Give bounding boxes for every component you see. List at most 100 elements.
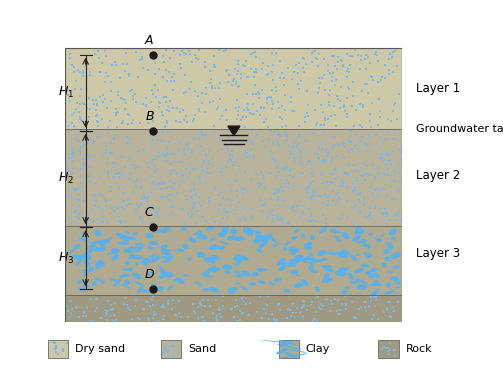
Point [275, 194, 283, 199]
Point [252, 133, 260, 139]
Point [131, 165, 139, 171]
Point [107, 307, 115, 313]
Point [391, 130, 399, 136]
Point [295, 124, 303, 130]
Point [65, 215, 73, 221]
Point [182, 113, 190, 119]
Point [152, 311, 160, 317]
Point [356, 122, 364, 128]
Point [276, 217, 284, 223]
Point [321, 216, 329, 222]
Point [199, 132, 207, 138]
Ellipse shape [88, 248, 94, 254]
Text: Clay: Clay [306, 344, 330, 354]
Ellipse shape [366, 253, 372, 258]
Ellipse shape [392, 265, 401, 269]
Point [386, 158, 394, 164]
Point [263, 96, 271, 102]
Ellipse shape [372, 282, 376, 286]
Point [357, 57, 365, 63]
Point [364, 54, 372, 60]
Point [370, 312, 378, 318]
Ellipse shape [305, 257, 316, 261]
Point [162, 67, 170, 73]
Ellipse shape [264, 233, 273, 241]
Point [258, 315, 266, 321]
Point [229, 78, 237, 84]
Point [288, 108, 296, 114]
Point [351, 203, 359, 209]
Point [224, 79, 232, 85]
Point [151, 156, 159, 162]
Point [107, 188, 115, 194]
Point [216, 136, 224, 142]
Point [235, 308, 243, 314]
Point [264, 124, 272, 130]
Point [299, 303, 307, 309]
Point [103, 308, 111, 314]
Point [313, 64, 321, 70]
Point [372, 132, 380, 138]
Point [237, 117, 245, 123]
Point [343, 111, 351, 117]
Point [236, 317, 244, 323]
Point [154, 149, 162, 155]
Point [324, 202, 332, 208]
Point [331, 167, 340, 173]
Point [140, 192, 148, 198]
Point [67, 145, 75, 151]
Point [223, 209, 231, 215]
Point [303, 110, 311, 116]
Ellipse shape [278, 265, 284, 272]
Point [272, 173, 280, 179]
Point [328, 155, 336, 161]
Point [63, 303, 71, 309]
Point [116, 218, 124, 224]
Point [85, 95, 93, 101]
Point [377, 154, 385, 160]
Point [87, 318, 95, 324]
Point [319, 72, 327, 78]
Point [104, 130, 112, 136]
Point [292, 310, 300, 316]
Point [390, 213, 398, 219]
Point [287, 151, 295, 157]
Point [244, 312, 252, 317]
Point [328, 74, 336, 80]
Point [233, 97, 241, 103]
Point [252, 66, 260, 72]
Ellipse shape [332, 231, 342, 233]
Point [198, 314, 206, 320]
Point [178, 48, 186, 54]
Point [334, 310, 343, 316]
Point [268, 311, 276, 317]
Point [311, 55, 319, 61]
Point [384, 345, 392, 351]
Point [155, 181, 163, 186]
Point [293, 204, 301, 209]
Point [132, 99, 140, 105]
Ellipse shape [383, 251, 390, 254]
Point [195, 106, 203, 112]
Point [108, 62, 116, 68]
Point [168, 74, 176, 80]
Point [345, 172, 353, 178]
Point [296, 159, 304, 165]
Point [332, 191, 340, 196]
Point [390, 347, 398, 353]
Ellipse shape [95, 230, 101, 236]
Point [315, 85, 323, 91]
Ellipse shape [236, 273, 243, 278]
Point [163, 194, 172, 200]
Point [356, 138, 364, 144]
Point [213, 106, 221, 112]
Point [134, 74, 142, 80]
Point [165, 198, 174, 204]
Point [195, 208, 203, 214]
Point [195, 194, 203, 200]
Point [151, 209, 159, 215]
Point [107, 98, 115, 104]
Point [96, 191, 104, 197]
Ellipse shape [219, 246, 225, 250]
Ellipse shape [99, 262, 105, 267]
